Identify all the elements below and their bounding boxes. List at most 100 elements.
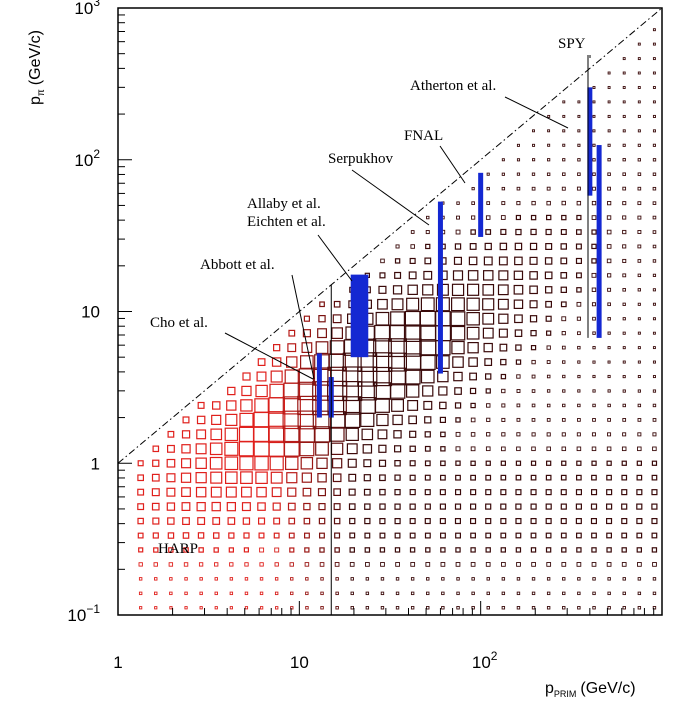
distribution-box — [606, 562, 612, 567]
distribution-box — [455, 562, 461, 567]
distribution-box — [575, 532, 582, 539]
distribution-box — [229, 562, 234, 567]
distribution-box — [591, 446, 597, 452]
distribution-box — [420, 369, 435, 384]
distribution-box — [255, 471, 268, 485]
distribution-box — [426, 591, 430, 596]
distribution-box — [622, 389, 626, 393]
distribution-box — [531, 418, 536, 422]
distribution-box — [239, 456, 254, 471]
distribution-box — [546, 374, 551, 379]
distribution-box — [591, 243, 597, 250]
distribution-box — [591, 272, 597, 278]
distribution-box — [334, 532, 341, 539]
distribution-box — [652, 86, 656, 89]
distribution-box — [153, 562, 158, 567]
distribution-box — [530, 532, 537, 539]
distribution-box — [305, 591, 309, 596]
distribution-box — [516, 562, 521, 567]
distribution-box — [426, 606, 430, 610]
distribution-box — [622, 302, 626, 306]
distribution-box — [636, 474, 643, 481]
distribution-box — [607, 71, 611, 75]
distribution-box — [545, 243, 553, 251]
distribution-box — [267, 411, 286, 429]
distribution-box — [577, 143, 581, 147]
distribution-box — [469, 387, 477, 395]
distribution-box — [637, 114, 641, 118]
distribution-box — [151, 473, 160, 482]
distribution-box — [456, 201, 460, 205]
distribution-box — [606, 460, 612, 466]
x-axis-unit: (GeV/c) — [580, 680, 635, 697]
distribution-box — [254, 456, 269, 471]
distribution-box — [622, 418, 627, 422]
distribution-box — [561, 316, 567, 322]
distribution-box — [137, 532, 144, 539]
distribution-box — [268, 440, 285, 457]
distribution-box — [621, 489, 628, 496]
distribution-box — [576, 460, 582, 466]
distribution-box — [301, 472, 312, 483]
distribution-box — [621, 562, 627, 567]
distribution-box — [286, 472, 298, 484]
distribution-box — [290, 591, 294, 596]
distribution-box — [607, 346, 611, 350]
distribution-box — [395, 591, 400, 596]
distribution-box — [227, 517, 236, 525]
distribution-box — [301, 342, 313, 353]
distribution-box — [199, 606, 203, 610]
distribution-box — [167, 444, 175, 453]
distribution-box — [365, 591, 370, 596]
distribution-box — [486, 417, 491, 422]
distribution-box — [622, 331, 626, 335]
distribution-box — [637, 100, 641, 104]
distribution-box — [426, 577, 430, 581]
distribution-box — [452, 270, 464, 281]
distribution-box — [380, 591, 385, 596]
distribution-box — [214, 606, 218, 610]
distribution-box — [621, 446, 627, 452]
distribution-box — [591, 200, 597, 206]
distribution-box — [300, 457, 314, 470]
distribution-box — [273, 532, 280, 539]
distribution-box — [637, 562, 642, 567]
distribution-box — [284, 369, 299, 384]
distribution-box — [501, 432, 506, 437]
distribution-box — [333, 503, 341, 511]
distribution-box — [303, 517, 311, 525]
distribution-box — [546, 389, 551, 393]
distribution-box — [484, 358, 493, 366]
kinematic-limit — [117, 7, 663, 464]
distribution-box — [531, 403, 536, 408]
distribution-box — [637, 158, 641, 162]
distribution-box — [450, 311, 466, 327]
distribution-box — [285, 456, 299, 471]
distribution-box — [317, 488, 327, 497]
distribution-box — [455, 474, 461, 481]
distribution-box — [182, 532, 190, 539]
distribution-box — [607, 273, 612, 278]
distribution-box — [499, 343, 508, 352]
distribution-box — [424, 416, 432, 424]
distribution-box — [546, 360, 551, 364]
distribution-box — [240, 471, 253, 484]
distribution-box — [514, 256, 523, 266]
distribution-box — [282, 410, 302, 430]
distribution-box — [181, 430, 191, 439]
axes: 1 10 102 10−1 1 10 102 103 — [67, 0, 663, 672]
distribution-box — [362, 444, 373, 454]
distribution-box — [546, 432, 551, 437]
x-tick-label: 102 — [472, 649, 498, 672]
distribution-box — [211, 414, 222, 425]
distribution-box — [212, 401, 221, 410]
distribution-box — [470, 503, 477, 510]
distribution-box — [607, 577, 611, 581]
distribution-box — [243, 547, 249, 553]
distribution-box — [348, 503, 356, 510]
distribution-box — [441, 591, 445, 596]
distribution-box — [471, 606, 475, 610]
distribution-box — [389, 383, 406, 399]
distribution-box — [290, 606, 294, 610]
distribution-box — [513, 299, 524, 310]
